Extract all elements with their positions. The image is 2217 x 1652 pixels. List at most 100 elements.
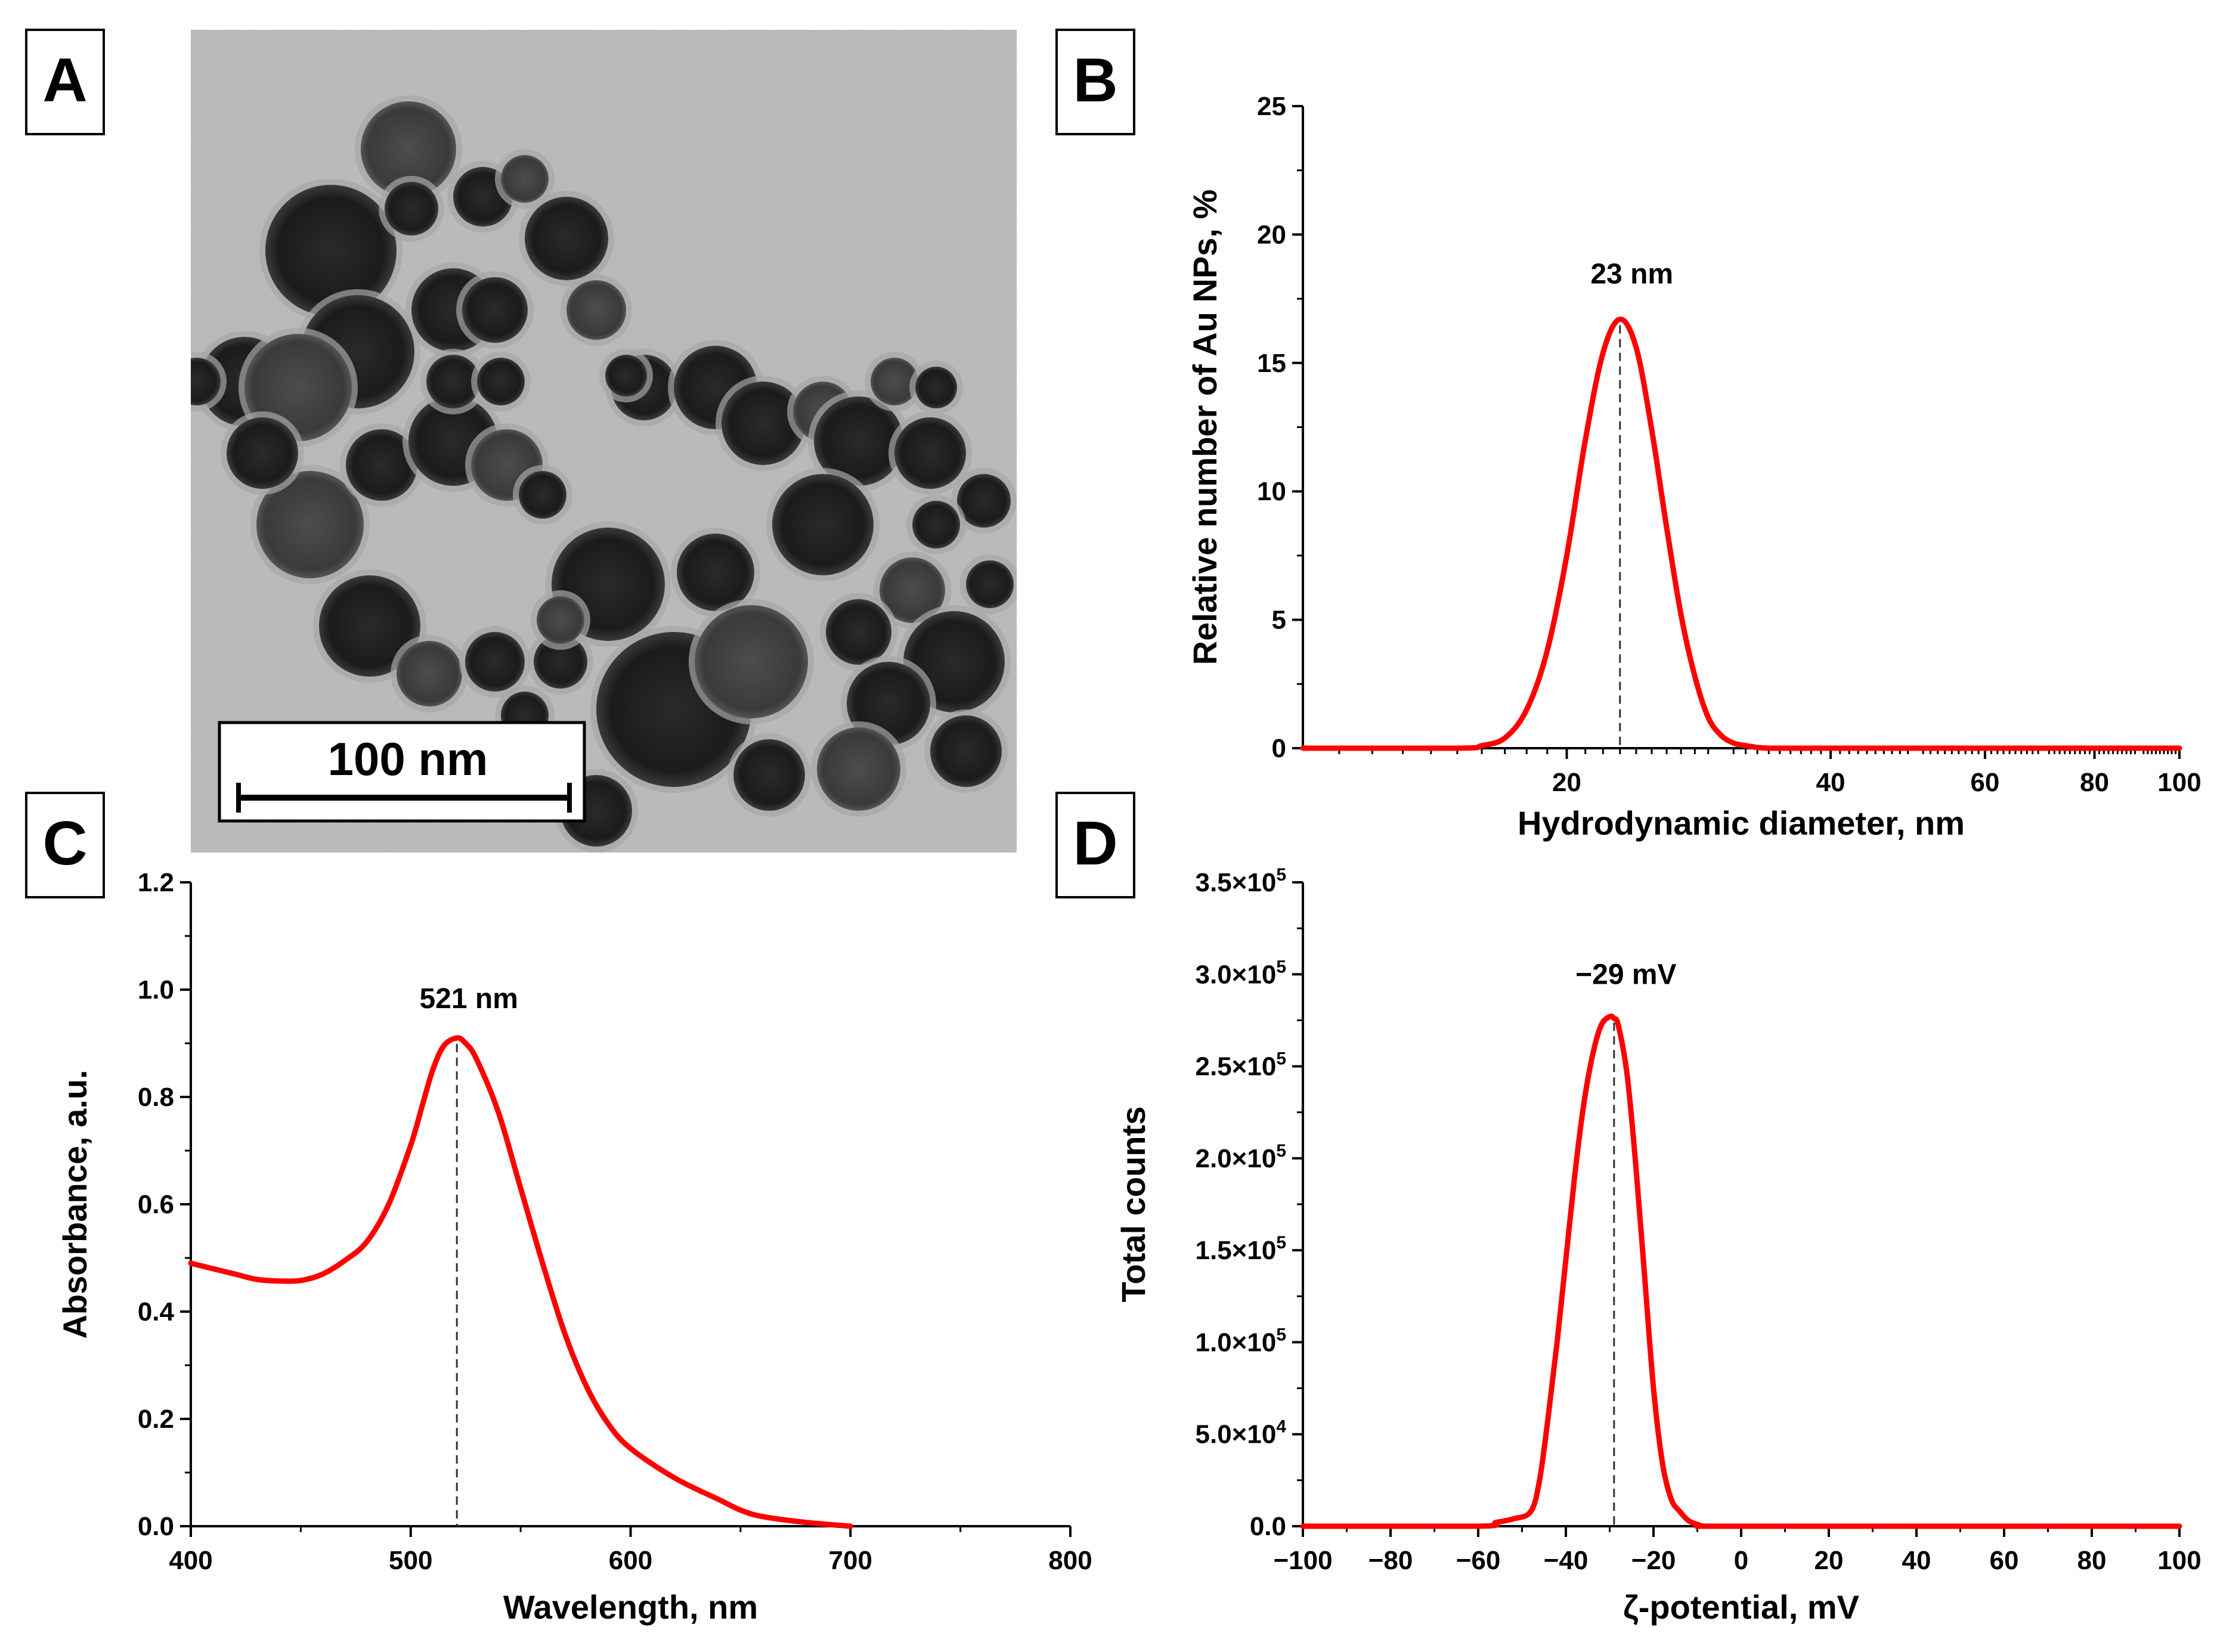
data-series-line — [1300, 317, 2182, 751]
x-axis-title: Hydrodynamic diameter, nm — [1518, 804, 1965, 842]
x-tick-label: 60 — [1990, 1546, 2019, 1575]
nanoparticle — [537, 596, 584, 644]
y-tick-label: 3.5×105 — [1196, 865, 1287, 897]
y-tick-label: 0.2 — [138, 1405, 174, 1434]
scale-bar: 100 nm — [218, 721, 586, 823]
y-tick-label: 0.8 — [138, 1083, 174, 1112]
nanoparticle — [227, 417, 298, 489]
nanoparticle — [501, 155, 549, 203]
peak-label: 23 nm — [1590, 259, 1673, 290]
x-tick-label: 400 — [169, 1546, 212, 1575]
x-tick-label: −100 — [1273, 1546, 1332, 1575]
nanoparticle — [465, 632, 525, 692]
nanoparticle — [385, 182, 438, 235]
y-tick-label: 1.2 — [138, 868, 174, 897]
x-tick-label: 20 — [1552, 768, 1581, 797]
y-tick-label: 5.0×104 — [1196, 1417, 1287, 1449]
y-tick-label: 0.6 — [138, 1190, 174, 1219]
y-tick-label: 0.4 — [138, 1297, 175, 1326]
nanoparticle — [733, 739, 805, 811]
y-tick-label: 3.0×105 — [1196, 957, 1287, 989]
y-axis-title: Absorbance, a.u. — [56, 1070, 94, 1338]
y-tick-label: 1.0 — [138, 975, 174, 1005]
x-axis-title: Wavelength, nm — [503, 1588, 758, 1626]
nanoparticle — [397, 641, 462, 706]
nanoparticle — [319, 575, 420, 677]
y-tick-label: 0.0 — [1250, 1512, 1286, 1541]
y-tick-label: 20 — [1257, 220, 1286, 249]
nanoparticle — [462, 277, 528, 343]
nanoparticle — [930, 715, 1002, 787]
y-tick-label: 2.5×105 — [1196, 1049, 1287, 1081]
nanoparticle — [191, 358, 221, 405]
svg-text:B: B — [1073, 46, 1117, 115]
zeta-potential-chart: 0.0 5.0×104 1.0×105 1.5×105 2.0×105 2.5×105 3.… — [1114, 865, 2201, 1626]
dls-size-chart: 0 5 10 15 20 25 20 40 60 80 100 Hydrodynamic diamet… — [1186, 92, 2201, 842]
nanoparticle — [880, 557, 945, 623]
y-tick-label: 10 — [1257, 477, 1286, 506]
x-tick-label: 20 — [1815, 1546, 1844, 1575]
y-tick-label: 15 — [1257, 349, 1286, 378]
nanoparticle — [772, 474, 874, 575]
tem-micrograph — [191, 30, 1017, 853]
nanoparticle — [477, 358, 525, 405]
x-tick-label: 80 — [2077, 1546, 2107, 1575]
y-tick-label: 5 — [1272, 606, 1286, 635]
nanoparticle — [519, 471, 566, 519]
x-tick-label: −40 — [1544, 1546, 1589, 1575]
nanoparticle — [265, 185, 397, 316]
y-tick-label: 25 — [1257, 92, 1286, 121]
x-tick-label: 600 — [609, 1546, 652, 1575]
nanoparticle — [361, 101, 456, 197]
svg-text:A: A — [42, 46, 87, 115]
panel-b: B 0 5 10 15 20 25 20 40 60 80 100 Hydrodynamic diam… — [1055, 29, 2201, 842]
nanoparticle — [817, 727, 900, 811]
nanoparticle — [912, 501, 960, 548]
nanoparticle — [677, 534, 754, 611]
panel-letter-c: C — [25, 792, 105, 898]
scale-bar-label: 100 nm — [328, 733, 488, 785]
x-tick-label: 700 — [829, 1546, 872, 1575]
x-tick-label: 80 — [2080, 768, 2109, 797]
uv-vis-chart: 0.0 0.2 0.4 0.6 0.8 1.0 1.2 400 500 600 700 800 Wave… — [56, 868, 1092, 1626]
nanoparticle — [534, 635, 587, 689]
x-tick-label: 60 — [1970, 768, 1999, 797]
x-tick-label: 100 — [2157, 768, 2201, 797]
y-tick-label: 2.0×105 — [1196, 1141, 1287, 1173]
nanoparticle — [525, 197, 608, 280]
nanoparticle — [871, 358, 918, 405]
x-tick-label: 100 — [2157, 1546, 2201, 1575]
y-axis-title: Total counts — [1114, 1107, 1152, 1303]
y-tick-label: 1.5×105 — [1196, 1233, 1287, 1265]
nanoparticle — [566, 280, 626, 340]
data-series-line — [188, 1035, 853, 1529]
peak-label: −29 mV — [1575, 959, 1676, 990]
x-tick-label: −60 — [1456, 1546, 1501, 1575]
x-tick-label: −80 — [1368, 1546, 1413, 1575]
panel-a: A 100 nm — [25, 29, 1017, 853]
nanoparticle — [814, 396, 903, 486]
x-tick-label: 40 — [1902, 1546, 1931, 1575]
x-tick-label: 500 — [389, 1546, 432, 1575]
svg-text:C: C — [42, 809, 87, 878]
panel-letter-b: B — [1055, 29, 1135, 135]
nanoparticle — [605, 355, 647, 396]
y-tick-label: 0.0 — [138, 1512, 174, 1541]
nanoparticle — [915, 367, 957, 408]
panel-c: C 0.0 0.2 0.4 0.6 0.8 1.0 1.2 400 500 600 700 800 Wa… — [25, 792, 1092, 1626]
peak-label: 521 nm — [419, 983, 518, 1015]
x-tick-label: 0 — [1734, 1546, 1748, 1575]
x-tick-label: 800 — [1048, 1546, 1092, 1575]
x-axis-title: ζ-potential, mV — [1623, 1588, 1859, 1626]
nanoparticle — [256, 471, 364, 578]
x-tick-label: −20 — [1631, 1546, 1676, 1575]
nanoparticle — [346, 429, 417, 501]
panel-letter-d: D — [1055, 792, 1135, 898]
x-tick-label: 40 — [1816, 768, 1846, 797]
y-axis-title: Relative number of Au NPs, % — [1186, 190, 1224, 665]
nanoparticle — [722, 382, 805, 465]
y-tick-label: 1.0×105 — [1196, 1325, 1287, 1357]
nanoparticle — [957, 474, 1011, 528]
nanoparticle — [695, 605, 808, 718]
